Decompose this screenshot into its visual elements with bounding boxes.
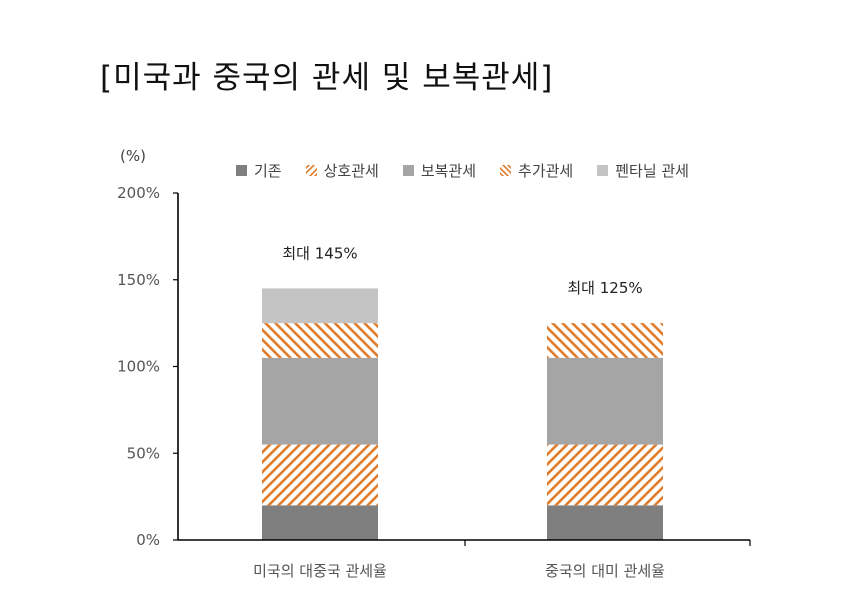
bar-segment-2-2	[547, 444, 663, 506]
legend-swatch-additional	[500, 165, 512, 176]
category-label-1: 미국의 대중국 관세율	[253, 562, 387, 580]
legend-label-additional: 추가관세	[518, 162, 574, 180]
bar-segment-1-1	[262, 505, 378, 540]
legend-label-retaliatory: 보복관세	[420, 162, 477, 180]
legend-label-fentanyl: 펜타닐 관세	[615, 162, 689, 180]
legend-item-additional: 추가관세	[500, 160, 573, 181]
bar-segment-1-2	[262, 444, 378, 506]
bars-group	[262, 288, 663, 540]
legend-swatch-base	[236, 165, 247, 176]
category-label-2: 중국의 대미 관세율	[545, 562, 665, 580]
legend-label-base: 기존	[254, 162, 282, 180]
y-axis-unit: (%)	[120, 147, 146, 165]
legend-item-reciprocal: 상호관세	[305, 160, 379, 181]
legend-item-base: 기존	[236, 160, 282, 181]
chart-title: [미국과 중국의 관세 및 보복관세]	[100, 60, 554, 96]
bar-segment-1-4	[262, 323, 378, 358]
bar-segment-2-3	[547, 357, 663, 445]
legend-label-reciprocal: 상호관세	[323, 162, 379, 180]
y-tick-label-0: 0%	[136, 531, 160, 549]
annotation-max-2: 최대 125%	[567, 279, 642, 297]
bar-segment-2-4	[547, 323, 663, 358]
legend-swatch-reciprocal	[305, 165, 317, 176]
legend-swatch-fentanyl	[597, 165, 609, 176]
y-tick-label-1: 50%	[127, 444, 160, 462]
bar-segment-2-1	[547, 505, 663, 540]
y-tick-label-3: 150%	[117, 271, 160, 289]
legend-item-retaliatory: 보복관세	[402, 160, 477, 181]
legend-swatch-retaliatory	[402, 165, 414, 176]
bar-segment-1-5	[262, 288, 378, 324]
y-tick-label-4: 200%	[117, 184, 160, 202]
annotation-max-1: 최대 145%	[282, 244, 357, 262]
axes-group	[173, 192, 751, 546]
y-tick-label-2: 100%	[117, 358, 160, 376]
legend-item-fentanyl: 펜타닐 관세	[597, 160, 689, 181]
labels-group: 최대 145% 미국의 대중국 관세율 최대 125% 중국의 대미 관세율 0% 50%…	[117, 184, 665, 580]
bar-segment-1-3	[262, 357, 378, 445]
legend: 기존 상호관세 보복관세 추가관세 펜타닐 관세	[236, 160, 689, 181]
